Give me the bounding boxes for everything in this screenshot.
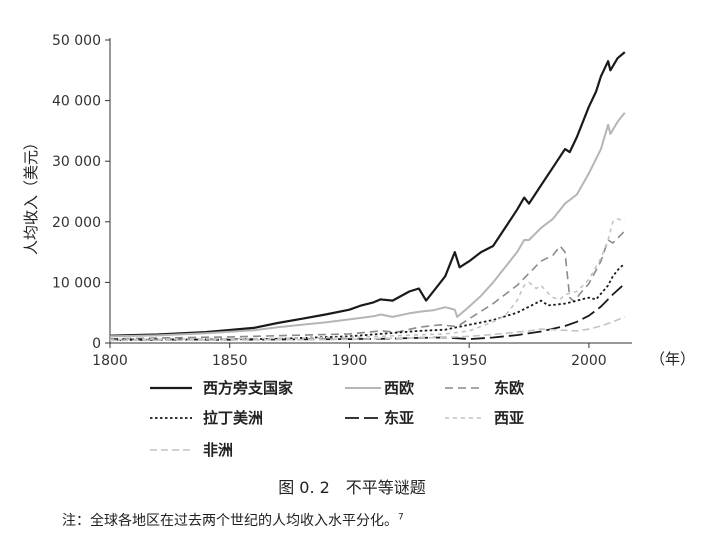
x-tick-label: 1950 <box>451 353 487 369</box>
chart-series-lines <box>109 51 626 342</box>
x-tick-label: 1850 <box>212 353 248 369</box>
series-line-东欧 <box>109 230 626 340</box>
legend-label: 非洲 <box>203 441 233 459</box>
series-line-西方旁支国家 <box>109 51 626 337</box>
x-tick-label: 2000 <box>571 353 607 369</box>
note-reference: 7 <box>398 512 404 523</box>
legend-label: 西方旁支国家 <box>203 379 293 397</box>
y-tick-label: 0 <box>92 336 101 352</box>
legend-label: 东亚 <box>384 409 414 427</box>
figure-note: 注：全球各地区在过去两个世纪的人均收入水平分化。7 <box>62 510 404 530</box>
series-line-拉丁美洲 <box>109 263 626 341</box>
y-tick-label: 10 000 <box>52 275 101 291</box>
legend-label: 西欧 <box>384 379 414 397</box>
y-tick-label: 40 000 <box>52 94 101 110</box>
x-tick-label: 1900 <box>332 353 368 369</box>
income-chart: 0 10 000 20 000 30 000 40 000 50 000 1800 1850 1… <box>22 33 695 459</box>
series-line-非洲 <box>109 316 626 342</box>
y-axis-label: 人均收入（美元） <box>22 135 40 255</box>
series-line-西亚 <box>109 218 626 341</box>
x-tick-label: 1800 <box>92 353 128 369</box>
y-tick-label: 50 000 <box>52 33 101 49</box>
y-tick-label: 30 000 <box>52 154 101 170</box>
y-tick-label: 20 000 <box>52 215 101 231</box>
legend-label: 西亚 <box>494 409 524 427</box>
note-text: 注：全球各地区在过去两个世纪的人均收入水平分化。 <box>62 513 398 529</box>
series-line-西欧 <box>109 112 626 338</box>
x-axis-unit: （年） <box>650 350 695 368</box>
chart-axes <box>105 38 632 348</box>
legend-label: 东欧 <box>494 379 524 397</box>
figure-caption: 图 0. 2 不平等谜题 <box>278 478 426 497</box>
legend-label: 拉丁美洲 <box>203 409 263 427</box>
chart-tick-labels: 0 10 000 20 000 30 000 40 000 50 000 1800 1850 1… <box>52 33 607 369</box>
